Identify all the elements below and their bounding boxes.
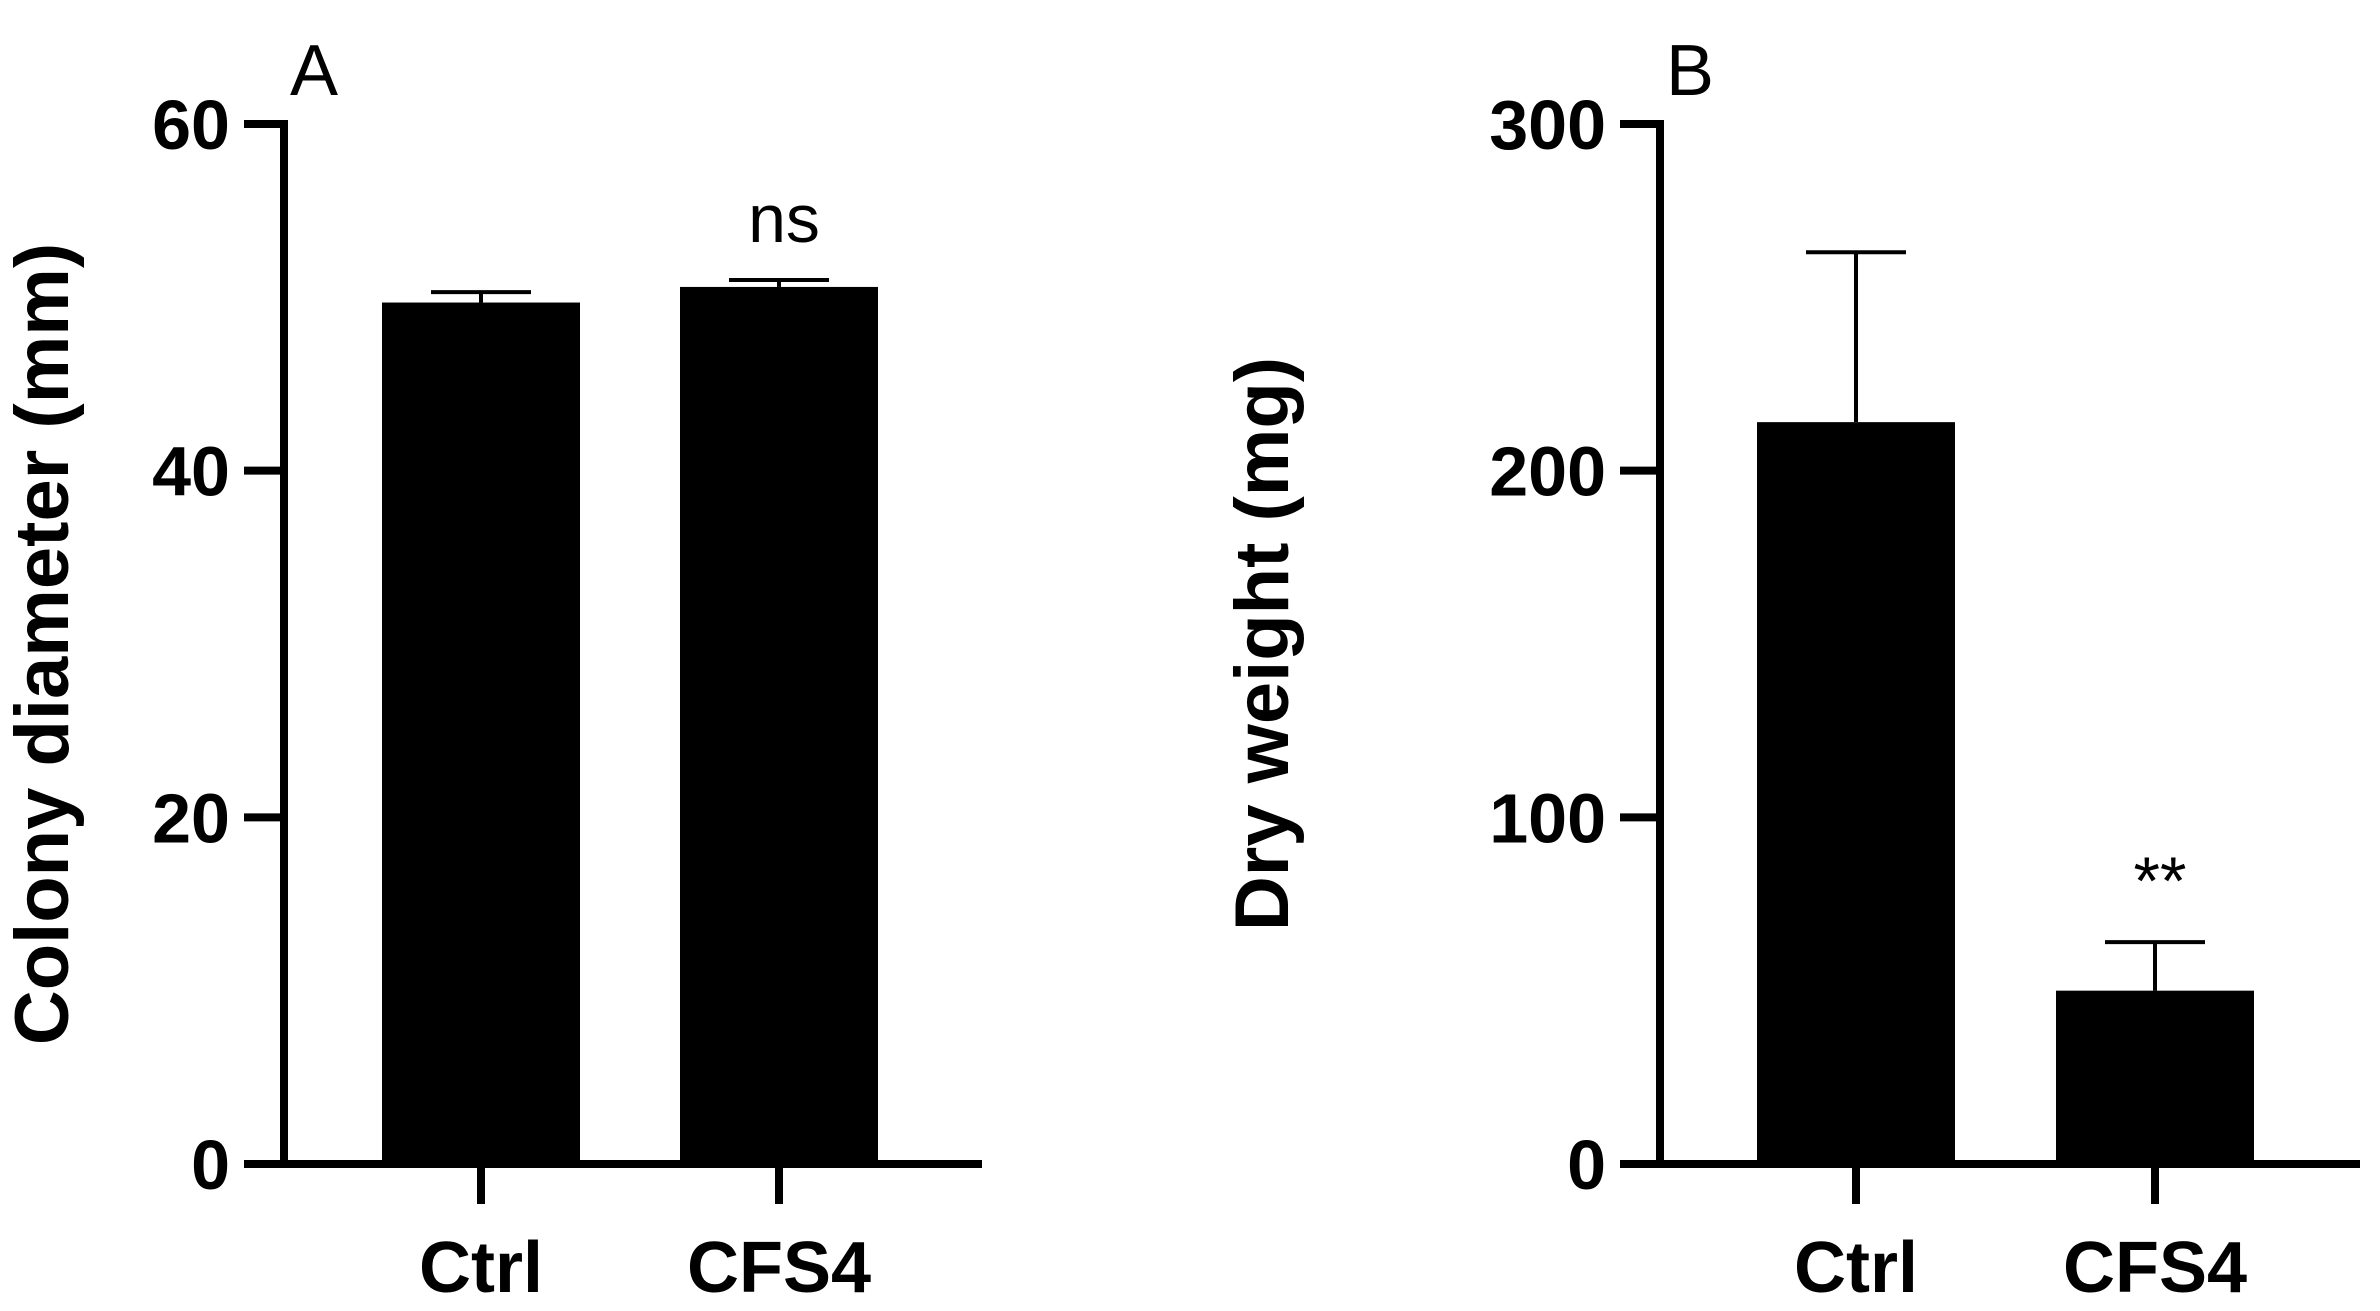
y-tick-label: 60 [152,86,230,164]
x-tick-label: Ctrl [1794,1228,1918,1308]
y-tick-label: 300 [1489,86,1606,164]
chart-panel-1: A Colony diameter (mm) Ctrl ns CFS4 0 20 40 60 [0,31,982,1308]
y-tick-label: 200 [1489,433,1606,511]
panel-label: B [1666,31,1714,111]
significance-label: ** [2134,843,2187,919]
y-tick-label: 0 [1567,1126,1606,1204]
x-tick-label: Ctrl [419,1228,543,1308]
bar-cfs4 [680,286,878,1164]
y-axis-label: Colony diameter (mm) [0,243,85,1045]
y-axis-label: Dry weight (mg) [1220,357,1305,931]
y-tick-label: 20 [152,779,230,857]
bar-cfs4 [2056,990,2254,1164]
y-tick-label: 100 [1489,779,1606,857]
y-tick-label: 0 [191,1126,230,1204]
y-tick-label: 40 [152,433,230,511]
chart-panel-2: B Dry weight (mg) Ctrl ** CFS4 0 100 200 300 [1220,31,2360,1308]
x-tick-label: CFS4 [2063,1228,2247,1308]
bar-ctrl [382,302,580,1164]
x-tick-label: CFS4 [687,1228,871,1308]
panel-label: A [290,31,338,111]
bar-ctrl [1757,422,1955,1165]
significance-label: ns [748,181,820,257]
